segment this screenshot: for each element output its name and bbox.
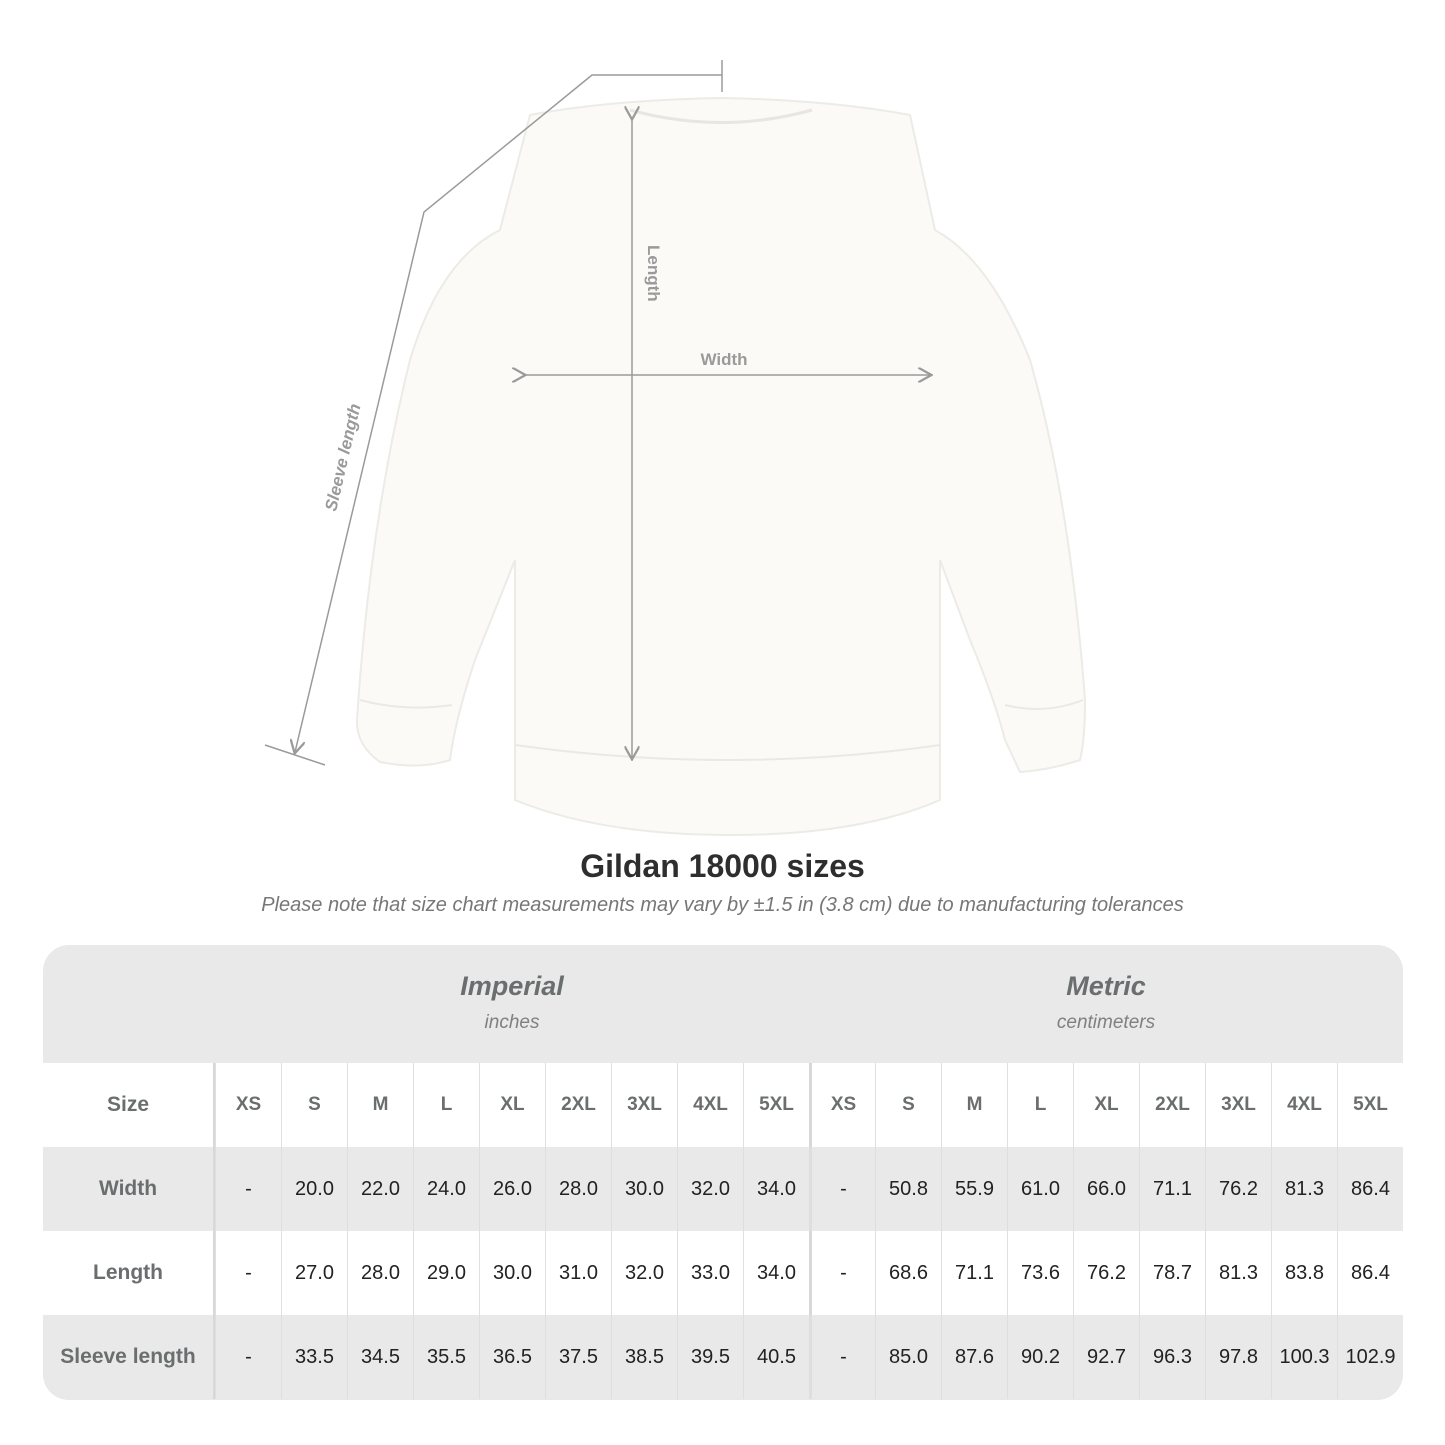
size-header-row: Size XS S M L XL 2XL 3XL 4XL 5XL XS S M L XL 2XL 3XL 4XL 5… xyxy=(43,1063,1403,1147)
width-label: Width xyxy=(700,350,747,369)
metric-value-cell: 61.0 xyxy=(1007,1147,1073,1231)
imperial-value-cell: 20.0 xyxy=(281,1147,347,1231)
metric-value-cell: 71.1 xyxy=(1139,1147,1205,1231)
metric-value-cell: 71.1 xyxy=(941,1231,1007,1315)
size-row-label: Size xyxy=(43,1063,215,1147)
imperial-value-cell: 27.0 xyxy=(281,1231,347,1315)
metric-size-header: L xyxy=(1007,1063,1073,1147)
tolerance-note: Please note that size chart measurements… xyxy=(261,894,1184,916)
metric-unit: centimeters xyxy=(1056,1012,1156,1033)
metric-size-header: XS xyxy=(809,1063,875,1147)
metric-value-cell: 83.8 xyxy=(1271,1231,1337,1315)
metric-size-header: 5XL xyxy=(1337,1063,1403,1147)
metric-size-header: 3XL xyxy=(1205,1063,1271,1147)
imperial-value-cell: 33.5 xyxy=(281,1315,347,1399)
sleeve-length-measure-line xyxy=(295,74,722,752)
metric-value-cell: 92.7 xyxy=(1073,1315,1139,1399)
imperial-value-cell: 39.5 xyxy=(677,1315,743,1399)
metric-size-header: 2XL xyxy=(1139,1063,1205,1147)
imperial-value-cell: 30.0 xyxy=(479,1231,545,1315)
imperial-header: Imperial inches xyxy=(215,945,809,1063)
table-row: Width -20.0 22.0 24.0 26.0 28.0 30.0 32.0 34.0-5… xyxy=(43,1147,1403,1231)
metric-value-cell: 100.3 xyxy=(1271,1315,1337,1399)
metric-value-cell: - xyxy=(809,1147,875,1231)
metric-value-cell: 81.3 xyxy=(1271,1147,1337,1231)
imperial-value-cell: - xyxy=(215,1315,281,1399)
imperial-size-header: 4XL xyxy=(677,1063,743,1147)
imperial-size-header: M xyxy=(347,1063,413,1147)
length-label: Length xyxy=(644,245,663,302)
metric-size-header: S xyxy=(875,1063,941,1147)
metric-value-cell: 90.2 xyxy=(1007,1315,1073,1399)
sweatshirt-image xyxy=(355,96,1087,837)
metric-value-cell: 96.3 xyxy=(1139,1315,1205,1399)
metric-value-cell: 66.0 xyxy=(1073,1147,1139,1231)
metric-value-cell: 50.8 xyxy=(875,1147,941,1231)
imperial-unit: inches xyxy=(484,1012,540,1033)
imperial-value-cell: 22.0 xyxy=(347,1147,413,1231)
imperial-value-cell: 31.0 xyxy=(545,1231,611,1315)
sweatshirt-diagram: Length Width Sleeve length xyxy=(264,60,1087,837)
imperial-value-cell: 40.5 xyxy=(743,1315,809,1399)
metric-value-cell: 76.2 xyxy=(1073,1231,1139,1315)
metric-size-header: XL xyxy=(1073,1063,1139,1147)
imperial-value-cell: 38.5 xyxy=(611,1315,677,1399)
imperial-size-header: 2XL xyxy=(545,1063,611,1147)
imperial-value-cell: 24.0 xyxy=(413,1147,479,1231)
metric-value-cell: 85.0 xyxy=(875,1315,941,1399)
row-label: Width xyxy=(43,1147,215,1231)
metric-size-header: 4XL xyxy=(1271,1063,1337,1147)
page-title: Gildan 18000 sizes xyxy=(580,848,865,884)
metric-size-header: M xyxy=(941,1063,1007,1147)
imperial-value-cell: 26.0 xyxy=(479,1147,545,1231)
imperial-title: Imperial xyxy=(460,971,564,1001)
metric-value-cell: 86.4 xyxy=(1337,1147,1403,1231)
metric-value-cell: 86.4 xyxy=(1337,1231,1403,1315)
imperial-size-header: 5XL xyxy=(743,1063,809,1147)
imperial-size-header: 3XL xyxy=(611,1063,677,1147)
table-row: Sleeve length -33.5 34.5 35.5 36.5 37.5 38.5 39… xyxy=(43,1315,1403,1399)
imperial-value-cell: 32.0 xyxy=(611,1231,677,1315)
table-row: Length -27.0 28.0 29.0 30.0 31.0 32.0 33.0 34.0-… xyxy=(43,1231,1403,1315)
metric-value-cell: - xyxy=(809,1315,875,1399)
metric-value-cell: 55.9 xyxy=(941,1147,1007,1231)
imperial-value-cell: 30.0 xyxy=(611,1147,677,1231)
imperial-value-cell: 36.5 xyxy=(479,1315,545,1399)
imperial-value-cell: - xyxy=(215,1147,281,1231)
metric-value-cell: 76.2 xyxy=(1205,1147,1271,1231)
row-label: Length xyxy=(43,1231,215,1315)
metric-value-cell: 81.3 xyxy=(1205,1231,1271,1315)
metric-title: Metric xyxy=(1066,971,1146,1001)
metric-value-cell: 68.6 xyxy=(875,1231,941,1315)
imperial-value-cell: 28.0 xyxy=(545,1147,611,1231)
metric-value-cell: 78.7 xyxy=(1139,1231,1205,1315)
metric-value-cell: 102.9 xyxy=(1337,1315,1403,1399)
metric-value-cell: 97.8 xyxy=(1205,1315,1271,1399)
imperial-value-cell: 34.5 xyxy=(347,1315,413,1399)
imperial-size-header: L xyxy=(413,1063,479,1147)
size-chart-table: Imperial inches Metric centimeters Size X… xyxy=(43,945,1403,1400)
imperial-size-header: XL xyxy=(479,1063,545,1147)
metric-value-cell: - xyxy=(809,1231,875,1315)
imperial-size-header: S xyxy=(281,1063,347,1147)
imperial-value-cell: 34.0 xyxy=(743,1147,809,1231)
imperial-value-cell: 37.5 xyxy=(545,1315,611,1399)
metric-value-cell: 87.6 xyxy=(941,1315,1007,1399)
imperial-value-cell: 32.0 xyxy=(677,1147,743,1231)
row-label: Sleeve length xyxy=(43,1315,215,1399)
imperial-value-cell: 28.0 xyxy=(347,1231,413,1315)
imperial-value-cell: 33.0 xyxy=(677,1231,743,1315)
imperial-size-header: XS xyxy=(215,1063,281,1147)
imperial-value-cell: 34.0 xyxy=(743,1231,809,1315)
imperial-value-cell: 29.0 xyxy=(413,1231,479,1315)
imperial-value-cell: 35.5 xyxy=(413,1315,479,1399)
metric-value-cell: 73.6 xyxy=(1007,1231,1073,1315)
imperial-value-cell: - xyxy=(215,1231,281,1315)
size-grid: Size XS S M L XL 2XL 3XL 4XL 5XL XS S M L XL 2XL 3XL 4XL 5… xyxy=(43,1063,1403,1399)
metric-header: Metric centimeters xyxy=(809,945,1403,1063)
